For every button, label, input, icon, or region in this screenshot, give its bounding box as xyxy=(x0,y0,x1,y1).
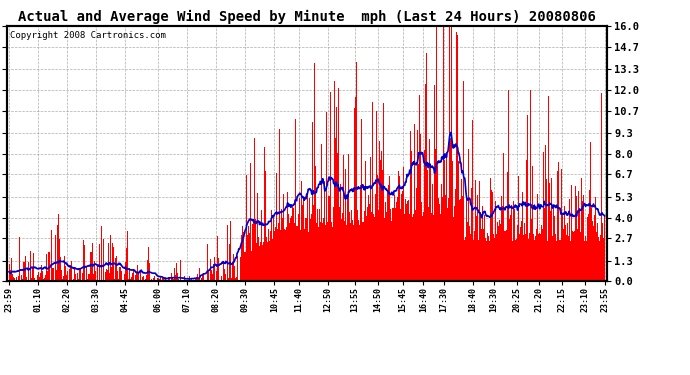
Title: Actual and Average Wind Speed by Minute  mph (Last 24 Hours) 20080806: Actual and Average Wind Speed by Minute … xyxy=(18,9,596,24)
Text: Copyright 2008 Cartronics.com: Copyright 2008 Cartronics.com xyxy=(10,32,166,40)
